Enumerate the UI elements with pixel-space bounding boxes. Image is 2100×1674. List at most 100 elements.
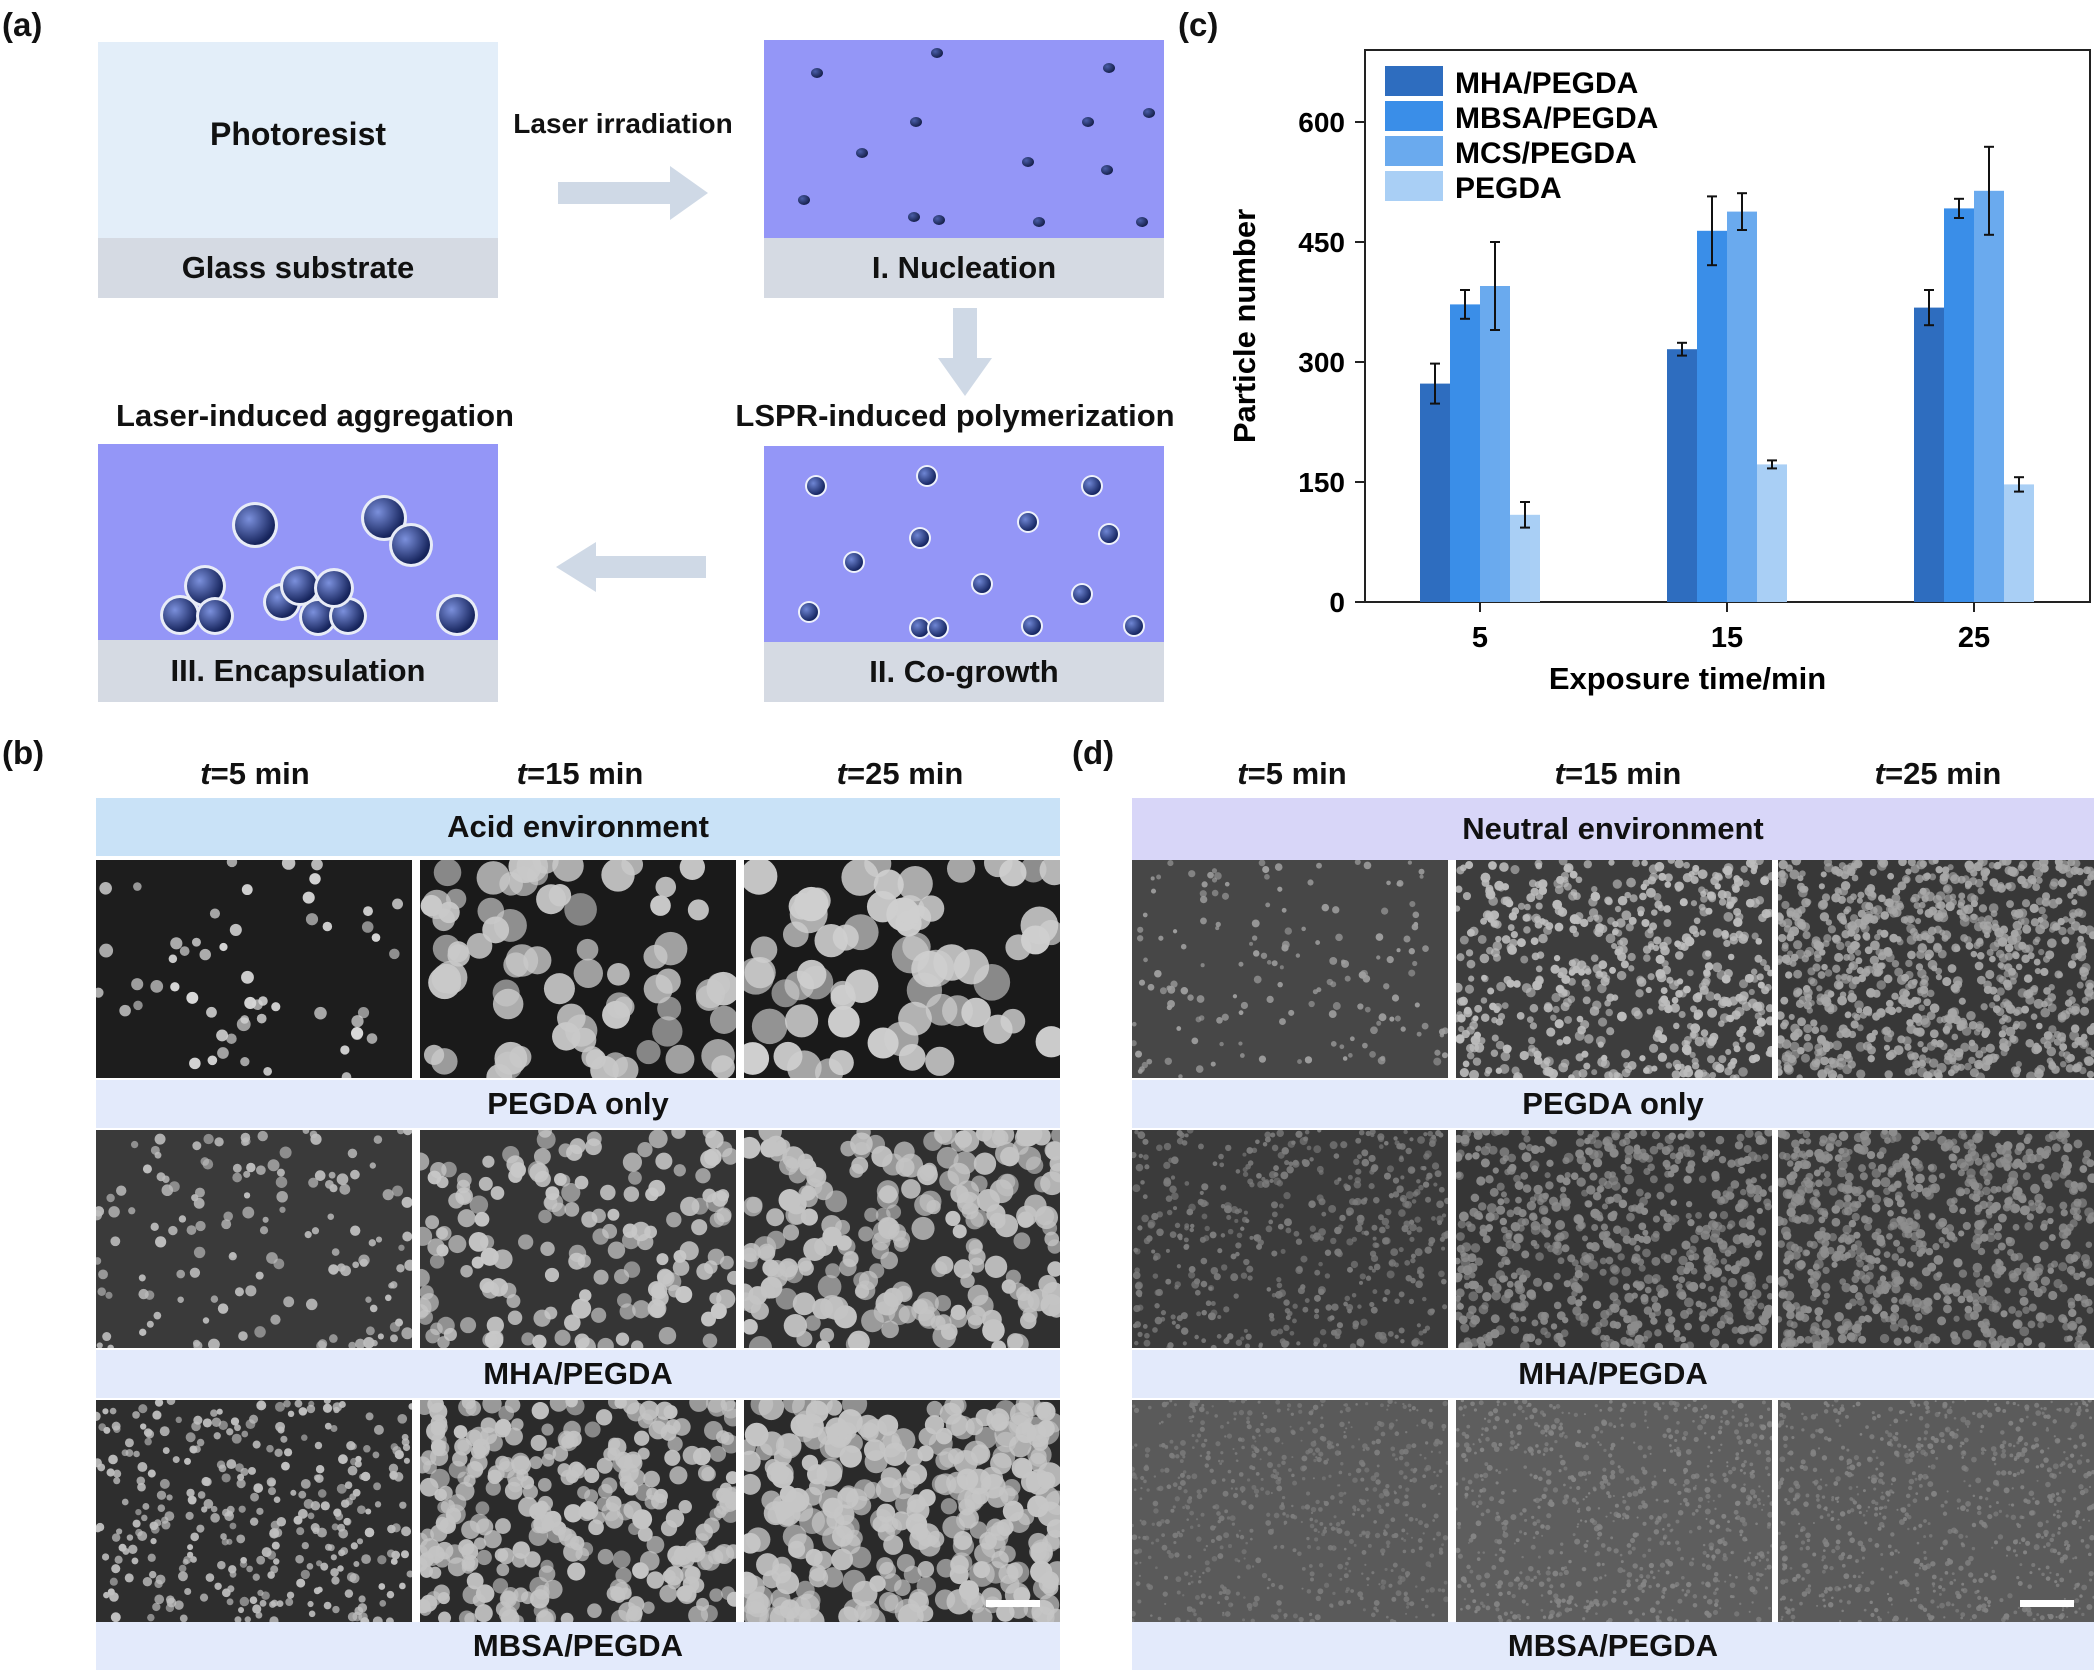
y-axis-label: Particle number bbox=[1227, 209, 1262, 443]
d-row-label-2: MHA/PEGDA bbox=[1132, 1350, 2094, 1398]
cogrowth-particle bbox=[1019, 513, 1037, 531]
x-axis-label: Exposure time/min bbox=[1549, 661, 1826, 696]
legend-swatch bbox=[1385, 66, 1443, 96]
legend-label: MCS/PEGDA bbox=[1455, 137, 1637, 170]
time-label-d-3: t=25 min bbox=[1874, 756, 2002, 791]
cogrowth-particle bbox=[807, 477, 825, 495]
laser-irradiation-label: Laser irradiation bbox=[513, 108, 733, 139]
d-row-label-3: MBSA/PEGDA bbox=[1132, 1622, 2094, 1670]
x-tick-label: 15 bbox=[1711, 622, 1743, 654]
encapsulated-particle bbox=[199, 600, 231, 632]
sem-image-d bbox=[1456, 860, 1772, 1078]
nucleus-particle bbox=[908, 212, 920, 222]
cogrowth-substrate: II. Co-growth bbox=[764, 642, 1164, 702]
y-tick-label: 150 bbox=[1298, 467, 1345, 498]
neutral-environment-band: Neutral environment bbox=[1132, 798, 2094, 860]
nucleus-particle bbox=[1101, 165, 1113, 175]
glass-substrate-layer: Glass substrate bbox=[98, 238, 498, 298]
cogrowth-dots bbox=[798, 465, 1145, 639]
encapsulated-particle bbox=[364, 498, 404, 538]
x-tick-label: 5 bbox=[1472, 622, 1488, 654]
b-row-label-3: MBSA/PEGDA bbox=[96, 1622, 1060, 1670]
d-row-label-1: PEGDA only bbox=[1132, 1080, 2094, 1128]
photoresist-layer: Photoresist bbox=[98, 42, 498, 238]
cogrowth-particle bbox=[1100, 525, 1118, 543]
bar bbox=[1450, 304, 1480, 602]
cogrowth-particle bbox=[1073, 585, 1091, 603]
encapsulated-particle bbox=[332, 600, 364, 632]
nucleation-substrate: I. Nucleation bbox=[764, 238, 1164, 298]
cogrowth-particle bbox=[800, 603, 818, 621]
sem-image-b bbox=[744, 1130, 1060, 1348]
left-arrow-icon bbox=[556, 542, 706, 592]
bar bbox=[1420, 383, 1450, 602]
legend-label: MBSA/PEGDA bbox=[1455, 102, 1658, 135]
sem-image-b bbox=[96, 1400, 412, 1622]
nucleus-particle bbox=[931, 48, 943, 58]
nucleus-particle bbox=[1033, 217, 1045, 227]
cogrowth-particle bbox=[973, 575, 991, 593]
cogrowth-particle bbox=[911, 529, 929, 547]
nucleus-particle bbox=[910, 117, 922, 127]
nucleus-particle bbox=[1082, 117, 1094, 127]
encapsulated-particle bbox=[163, 598, 197, 632]
acid-environment-band: Acid environment bbox=[96, 798, 1060, 856]
nucleus-particle bbox=[856, 148, 868, 158]
laser-aggregation-label: Laser-induced aggregation bbox=[116, 398, 514, 433]
scale-bar bbox=[986, 1600, 1040, 1607]
bar bbox=[1914, 307, 1944, 602]
encapsulated-particle bbox=[302, 601, 334, 633]
sem-image-d bbox=[1456, 1400, 1772, 1622]
bar bbox=[1974, 190, 2004, 603]
encapsulated-particle bbox=[283, 569, 317, 603]
cogrowth-particle bbox=[911, 619, 929, 637]
panel-label-c: (c) bbox=[1178, 6, 1219, 43]
sem-image-d bbox=[1778, 1130, 2094, 1348]
sem-image-b bbox=[96, 1130, 412, 1348]
photoresist-label: Photoresist bbox=[209, 116, 387, 152]
encapsulation-dots bbox=[160, 495, 478, 636]
encapsulated-particle bbox=[439, 597, 475, 633]
panel-label-b: (b) bbox=[2, 734, 45, 771]
lspr-label: LSPR-induced polymerization bbox=[735, 398, 1175, 433]
y-tick-label: 300 bbox=[1298, 347, 1345, 378]
right-arrow-icon bbox=[558, 166, 708, 220]
y-tick-label: 600 bbox=[1298, 107, 1345, 138]
nucleus-particle bbox=[1022, 157, 1034, 167]
time-label-d-1: t=5 min bbox=[1237, 756, 1347, 791]
cogrowth-particle bbox=[845, 553, 863, 571]
legend-swatch bbox=[1385, 171, 1443, 201]
sem-image-d bbox=[1456, 1130, 1772, 1348]
b-row-label-2: MHA/PEGDA bbox=[96, 1350, 1060, 1398]
encapsulation-substrate: III. Encapsulation bbox=[98, 640, 498, 702]
sem-image-d bbox=[1778, 1400, 2094, 1622]
panel-label-a: (a) bbox=[2, 6, 43, 43]
sem-image-b bbox=[420, 1400, 736, 1622]
bar bbox=[1757, 464, 1787, 602]
bar bbox=[1667, 349, 1697, 602]
cogrowth-particle bbox=[1023, 617, 1041, 635]
bar bbox=[1697, 230, 1727, 603]
legend-swatch bbox=[1385, 101, 1443, 131]
nucleus-particle bbox=[798, 195, 810, 205]
sem-image-b bbox=[420, 1130, 736, 1348]
cogrowth-particle bbox=[929, 619, 947, 637]
time-label-b-3: t=25 min bbox=[836, 756, 964, 791]
sem-image-d bbox=[1132, 1400, 1448, 1622]
sem-image-d bbox=[1778, 860, 2094, 1078]
time-label-b-2: t=15 min bbox=[516, 756, 644, 791]
y-tick-label: 0 bbox=[1329, 587, 1345, 618]
bar bbox=[1510, 514, 1540, 602]
nucleus-particle bbox=[1103, 63, 1115, 73]
sem-image-b bbox=[744, 860, 1060, 1078]
sem-image-b bbox=[420, 860, 736, 1078]
sem-image-b bbox=[744, 1400, 1060, 1622]
nucleus-particle bbox=[933, 215, 945, 225]
encapsulation-layer bbox=[98, 444, 498, 640]
legend-label: PEGDA bbox=[1455, 172, 1562, 205]
encapsulated-particle bbox=[187, 568, 223, 604]
cogrowth-particle bbox=[918, 467, 936, 485]
bar-chart: 0 150 300 450 600 Particle number 5 15 25 Exposur… bbox=[1227, 49, 2091, 696]
y-tick-label: 450 bbox=[1298, 227, 1345, 258]
encapsulated-particle bbox=[235, 505, 275, 545]
